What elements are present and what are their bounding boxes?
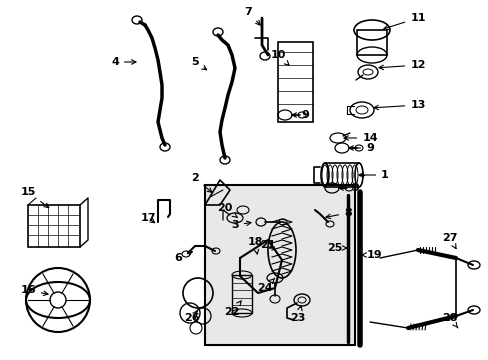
Text: 22: 22 xyxy=(224,301,241,317)
Text: 6: 6 xyxy=(174,251,192,263)
Text: 8: 8 xyxy=(325,208,351,219)
Text: 25: 25 xyxy=(326,243,346,253)
Text: 13: 13 xyxy=(373,100,425,110)
Text: 28: 28 xyxy=(441,313,457,328)
Text: 9: 9 xyxy=(348,143,373,153)
Bar xyxy=(231,275,251,313)
Text: 26: 26 xyxy=(184,310,200,323)
Text: 21: 21 xyxy=(260,240,275,250)
Text: 20: 20 xyxy=(217,203,237,217)
Text: 27: 27 xyxy=(441,233,457,249)
Text: 9: 9 xyxy=(291,110,308,120)
Text: 24: 24 xyxy=(257,278,274,293)
Text: 5: 5 xyxy=(191,57,206,70)
Text: 16: 16 xyxy=(20,285,48,296)
Text: 1: 1 xyxy=(358,170,388,180)
Bar xyxy=(278,42,312,122)
Text: 4: 4 xyxy=(111,57,136,67)
Text: 18: 18 xyxy=(247,237,262,254)
Text: 11: 11 xyxy=(383,13,425,30)
Text: 15: 15 xyxy=(20,187,49,208)
Text: 10: 10 xyxy=(270,50,288,65)
Text: 19: 19 xyxy=(361,250,382,260)
Bar xyxy=(28,205,80,247)
Bar xyxy=(356,30,386,55)
Text: 3: 3 xyxy=(231,220,250,230)
Bar xyxy=(204,185,354,345)
Text: 23: 23 xyxy=(290,306,305,323)
Text: 9: 9 xyxy=(338,183,358,193)
Text: 2: 2 xyxy=(191,173,211,192)
Text: 14: 14 xyxy=(344,133,377,143)
Text: 17: 17 xyxy=(140,213,156,223)
Text: 12: 12 xyxy=(378,60,425,70)
Text: 7: 7 xyxy=(244,7,260,25)
